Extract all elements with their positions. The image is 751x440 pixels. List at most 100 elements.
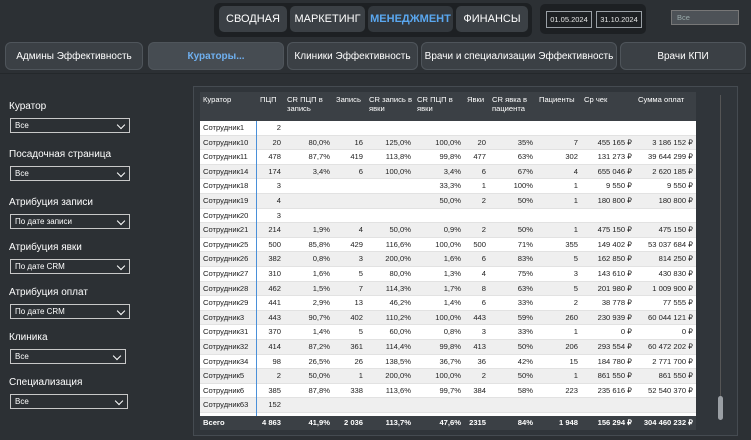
table-cell: 4	[257, 194, 281, 209]
table-cell: 414	[257, 340, 281, 355]
table-cell: 1,6%	[284, 267, 330, 282]
page-tab[interactable]: Врачи КПИ	[620, 42, 746, 70]
table-cell: 338	[333, 384, 363, 399]
table-cell: 5	[333, 267, 363, 282]
table-cell: 3	[536, 267, 578, 282]
table-cell: 1	[536, 325, 578, 340]
table-cell: 143 610 ₽	[581, 267, 632, 282]
column-header[interactable]: CR запись в явки	[369, 95, 413, 113]
table-cell: 2	[464, 223, 486, 238]
date-from[interactable]: 01.05.2024	[546, 11, 592, 28]
table-cell: 9 550 ₽	[635, 179, 693, 194]
table-cell: 382	[257, 252, 281, 267]
column-header[interactable]: CR явка в пациента	[492, 95, 535, 113]
table-cell: 33%	[489, 325, 533, 340]
table-cell: Сотрудник20	[203, 209, 248, 224]
table-cell: Сотрудник32	[203, 340, 248, 355]
total-cell: 156 294 ₽	[581, 416, 632, 429]
table-cell: 1,6%	[414, 252, 461, 267]
column-header[interactable]: Ср чек	[584, 95, 634, 104]
page-tab[interactable]: Врачи и специализации Эффективность	[421, 42, 617, 70]
table-cell: 5	[536, 252, 578, 267]
table-cell: Сотрудник19	[203, 194, 248, 209]
table-cell: 3,4%	[284, 165, 330, 180]
table-cell: 80,0%	[366, 267, 411, 282]
table-cell: Сотрудник11	[203, 150, 248, 165]
scroll-thumb[interactable]	[718, 396, 723, 420]
nav-tab[interactable]: МАРКЕТИНГ	[290, 6, 365, 32]
table-cell: 413	[464, 340, 486, 355]
table-cell: 53 037 684 ₽	[635, 238, 693, 253]
filter-dropdown[interactable]: Все	[10, 394, 128, 409]
selector[interactable]: Все	[671, 10, 739, 25]
table-cell: 50%	[489, 369, 533, 384]
table-cell: 1,4%	[414, 296, 461, 311]
table-cell: 0,8%	[414, 325, 461, 340]
table-cell: 42%	[489, 355, 533, 370]
column-header[interactable]: Пациенты	[539, 95, 580, 104]
table-cell: 861 550 ₽	[635, 369, 693, 384]
column-header[interactable]: Куратор	[203, 95, 256, 104]
table-cell: 355	[536, 238, 578, 253]
table-cell: 16	[333, 136, 363, 151]
table-cell: 99,8%	[414, 150, 461, 165]
table-cell: 87,2%	[284, 340, 330, 355]
table-cell: 6	[464, 252, 486, 267]
total-cell: 1 948	[536, 416, 578, 429]
column-header[interactable]: CR ПЦП в явки	[417, 95, 463, 113]
table-cell: 184 780 ₽	[581, 355, 632, 370]
table-cell: 201 980 ₽	[581, 282, 632, 297]
table-cell: Сотрудник63	[203, 398, 248, 413]
table-cell: 50%	[489, 340, 533, 355]
table-cell: 87,7%	[284, 150, 330, 165]
table-cell: 20	[257, 136, 281, 151]
filter-label: Атрибуция явки	[9, 242, 82, 253]
column-header[interactable]: Явки	[467, 95, 488, 104]
table-cell: 0,9%	[414, 223, 461, 238]
table-cell: 100,0%	[414, 311, 461, 326]
table-cell: 50,0%	[284, 369, 330, 384]
column-header[interactable]: Сумма оплат	[638, 95, 695, 104]
filter-dropdown[interactable]: По дате CRM	[10, 304, 130, 319]
nav-tab[interactable]: ФИНАНСЫ	[456, 6, 528, 32]
column-header[interactable]: ПЦП	[260, 95, 283, 104]
column-header[interactable]: CR ПЦП в запись	[287, 95, 332, 113]
table-cell: 478	[257, 150, 281, 165]
page-tab[interactable]: Кураторы...	[148, 42, 284, 70]
table-cell: 477	[464, 150, 486, 165]
filter-dropdown[interactable]: Все	[10, 349, 126, 364]
table-cell: 60 472 202 ₽	[635, 340, 693, 355]
table-cell: 3	[333, 252, 363, 267]
table-cell: 113,8%	[366, 150, 411, 165]
table-cell: 2	[257, 121, 281, 136]
table-cell: Сотрудник29	[203, 296, 248, 311]
filter-dropdown[interactable]: Все	[10, 166, 130, 181]
table-cell: 100,0%	[366, 165, 411, 180]
table-cell: 98	[257, 355, 281, 370]
nav-tab[interactable]: МЕНЕДЖМЕНТ	[368, 6, 453, 32]
table-cell: Сотрудник26	[203, 252, 248, 267]
table-cell: 2	[464, 194, 486, 209]
table-cell: 361	[333, 340, 363, 355]
table-cell: 0 ₽	[635, 325, 693, 340]
filter-dropdown[interactable]: По дате CRM	[10, 259, 130, 274]
nav-tab[interactable]: СВОДНАЯ	[219, 6, 287, 32]
date-to[interactable]: 31.10.2024	[596, 11, 642, 28]
table-cell: 125,0%	[366, 136, 411, 151]
table-cell: Сотрудник28	[203, 282, 248, 297]
table-cell: 63%	[489, 150, 533, 165]
table-cell: 50%	[489, 223, 533, 238]
filter-label: Атрибуция оплат	[9, 287, 88, 298]
table-cell: 38 778 ₽	[581, 296, 632, 311]
table-cell: Сотрудник14	[203, 165, 248, 180]
page-tab[interactable]: Клиники Эффективность	[287, 42, 418, 70]
page-tab[interactable]: Админы Эффективность	[5, 42, 143, 70]
table-cell: 302	[536, 150, 578, 165]
table-cell: 4	[536, 165, 578, 180]
table-cell: Сотрудник21	[203, 223, 248, 238]
table-cell: 223	[536, 384, 578, 399]
column-header[interactable]: Запись	[336, 95, 365, 104]
filter-dropdown[interactable]: По дате записи	[10, 214, 130, 229]
filter-dropdown[interactable]: Все	[10, 118, 130, 133]
